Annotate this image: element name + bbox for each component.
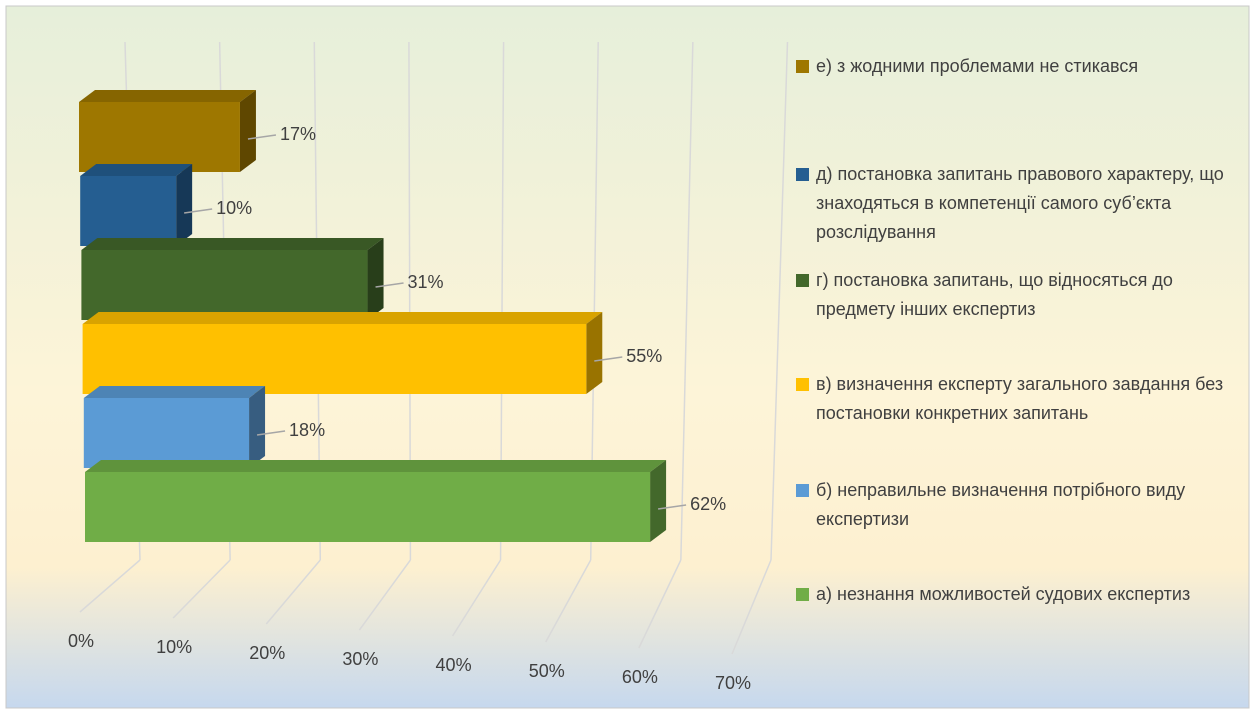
data-label: 55%	[626, 346, 662, 366]
leader-line	[657, 504, 687, 510]
legend-item: б) неправильне визначення потрібного вид…	[796, 476, 1236, 534]
legend-item: г) постановка запитань, що відносяться д…	[796, 266, 1236, 324]
legend-swatch	[796, 274, 809, 287]
leader-line	[247, 134, 277, 140]
bar-group: 55%	[82, 312, 662, 394]
grid-line	[545, 559, 592, 643]
data-label: 18%	[289, 420, 325, 440]
bar-group: 18%	[83, 386, 325, 468]
bar-side	[650, 460, 667, 542]
grid-line	[451, 559, 502, 637]
bar-top	[79, 90, 256, 102]
grid-line	[172, 559, 231, 619]
bar-group: 17%	[79, 90, 316, 172]
grid-line	[265, 559, 321, 625]
legend-label: е) з жодними проблемами не стикався	[816, 56, 1139, 76]
bar-group: 31%	[81, 238, 444, 320]
grid-line	[680, 41, 694, 561]
bar-side	[586, 312, 603, 394]
leader-line	[184, 208, 213, 214]
legend-item: в) визначення експерту загального завдан…	[796, 370, 1236, 428]
bar-top	[85, 460, 667, 472]
legend-item: а) незнання можливостей судових експерти…	[796, 580, 1236, 609]
bar-side	[367, 238, 384, 320]
grid-line	[638, 559, 682, 649]
legend-item: д) постановка запитань правового характе…	[796, 160, 1236, 247]
x-tick-label: 0%	[68, 631, 94, 651]
x-tick-label: 40%	[436, 655, 472, 675]
x-tick-label: 30%	[342, 649, 378, 669]
data-label: 10%	[216, 198, 252, 218]
bar-group: 62%	[85, 460, 726, 542]
legend-label: в) визначення експерту загального завдан…	[816, 374, 1224, 423]
legend-label: б) неправильне визначення потрібного вид…	[816, 480, 1186, 529]
data-label: 17%	[280, 124, 316, 144]
bar-top	[80, 164, 193, 176]
x-tick-label: 10%	[156, 637, 192, 657]
data-label: 62%	[690, 494, 726, 514]
legend-item: е) з жодними проблемами не стикався	[796, 52, 1236, 81]
bar-top	[82, 312, 603, 324]
bar-top	[83, 386, 266, 398]
data-label: 31%	[408, 272, 444, 292]
grid-line	[79, 559, 141, 613]
bar	[85, 472, 651, 542]
bar	[81, 250, 368, 320]
legend-swatch	[796, 378, 809, 391]
bar	[79, 102, 240, 172]
bar-side	[176, 164, 193, 246]
bar	[83, 398, 250, 468]
x-tick-label: 50%	[529, 661, 565, 681]
bar	[82, 324, 587, 394]
legend-label: д) постановка запитань правового характе…	[816, 164, 1224, 242]
grid-line	[731, 559, 772, 655]
legend-label: г) постановка запитань, що відносяться д…	[816, 270, 1173, 319]
bar-top	[81, 238, 384, 250]
legend-label: а) незнання можливостей судових експерти…	[816, 584, 1191, 604]
bar	[80, 176, 177, 246]
bar-side	[239, 90, 256, 172]
x-tick-label: 70%	[715, 673, 751, 693]
x-tick-label: 20%	[249, 643, 285, 663]
grid-line	[770, 41, 789, 561]
legend-swatch	[796, 484, 809, 497]
bar-group: 10%	[80, 164, 252, 246]
legend-swatch	[796, 60, 809, 73]
legend-swatch	[796, 168, 809, 181]
x-tick-label: 60%	[622, 667, 658, 687]
leader-line	[594, 356, 623, 362]
legend-swatch	[796, 588, 809, 601]
leader-line	[375, 282, 404, 288]
bar-side	[249, 386, 266, 468]
leader-line	[256, 430, 286, 436]
grid-line	[358, 559, 412, 631]
